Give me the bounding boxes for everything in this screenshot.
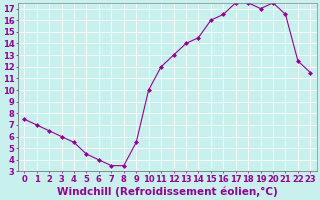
X-axis label: Windchill (Refroidissement éolien,°C): Windchill (Refroidissement éolien,°C)	[57, 187, 278, 197]
